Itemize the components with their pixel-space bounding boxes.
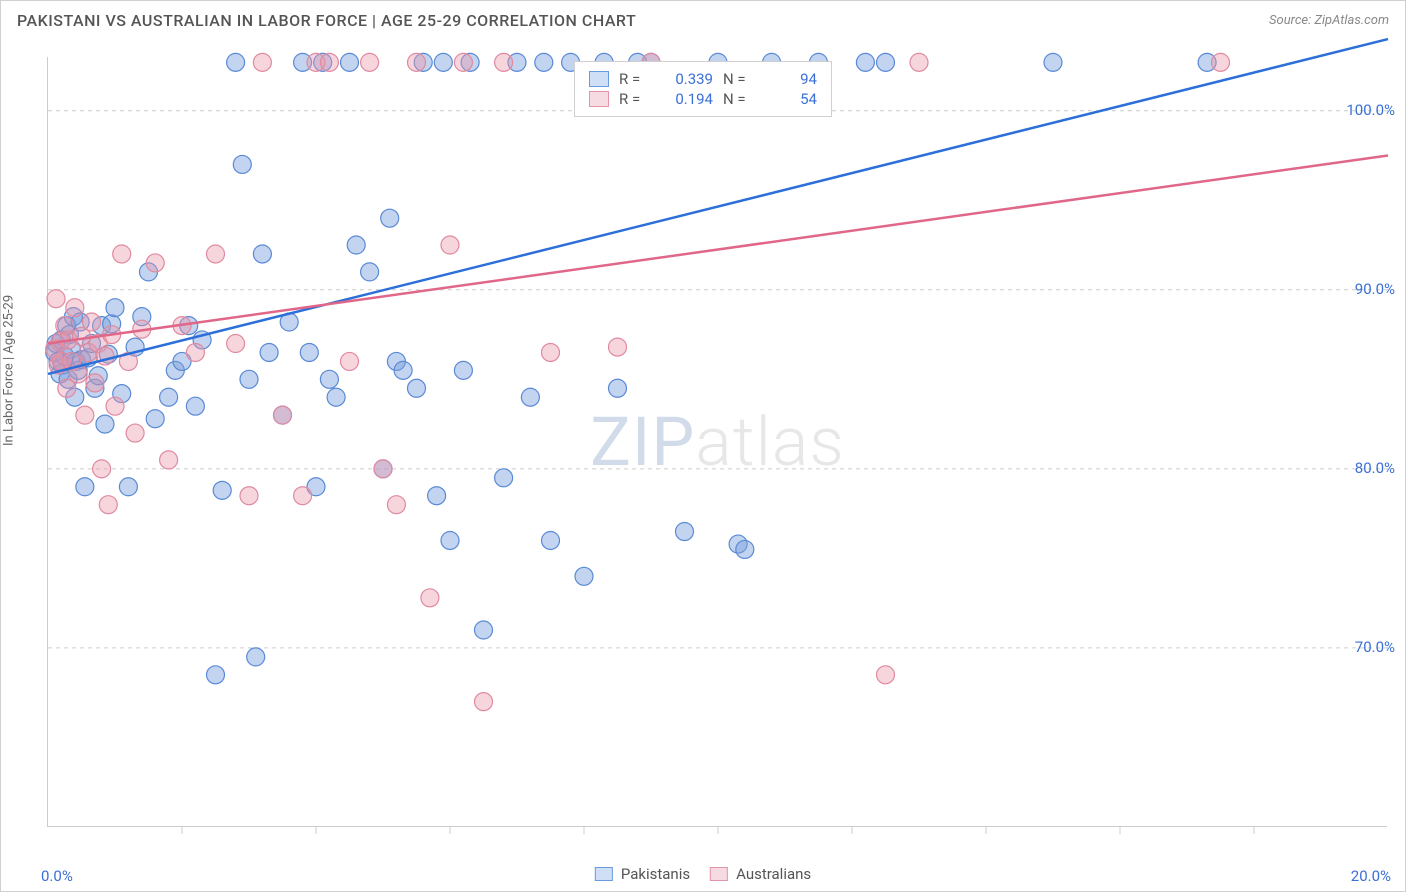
y-tick-label: 90.0% (1355, 280, 1395, 298)
title-bar: PAKISTANI VS AUSTRALIAN IN LABOR FORCE |… (1, 1, 1405, 38)
x-axis-max-label: 20.0% (1351, 867, 1391, 885)
legend-statistics: R = 0.339 N = 94 R = 0.194 N = 54 (574, 61, 832, 117)
legend-item-australians: Australians (710, 865, 811, 883)
y-tick-label: 70.0% (1355, 638, 1395, 656)
legend-series: Pakistanis Australians (595, 865, 811, 883)
y-tick-label: 100.0% (1346, 101, 1395, 119)
swatch-pakistanis (589, 71, 609, 87)
swatch-australians-bottom (710, 867, 728, 881)
chart-title: PAKISTANI VS AUSTRALIAN IN LABOR FORCE |… (17, 11, 636, 30)
plot-area: ZIPatlas (47, 57, 1387, 827)
y-tick-label: 80.0% (1355, 459, 1395, 477)
swatch-australians (589, 91, 609, 107)
plot-svg (48, 57, 1388, 827)
chart-container: PAKISTANI VS AUSTRALIAN IN LABOR FORCE |… (0, 0, 1406, 892)
y-axis-label: In Labor Force | Age 25-29 (2, 295, 17, 446)
legend-row-australians: R = 0.194 N = 54 (589, 90, 817, 108)
x-axis-min-label: 0.0% (41, 867, 73, 885)
source-label: Source: ZipAtlas.com (1269, 13, 1389, 28)
legend-item-pakistanis: Pakistanis (595, 865, 690, 883)
swatch-pakistanis-bottom (595, 867, 613, 881)
legend-row-pakistanis: R = 0.339 N = 94 (589, 70, 817, 88)
